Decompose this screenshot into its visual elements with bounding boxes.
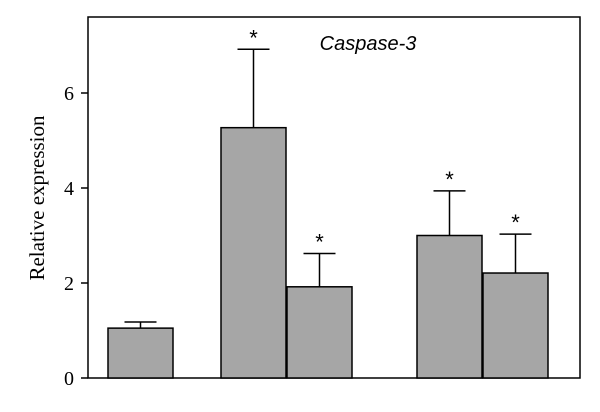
significance-marker: * (511, 210, 520, 235)
y-axis-ticks: 0 2 4 6 (64, 83, 88, 390)
bar (482, 272, 549, 379)
y-tick-label: 0 (64, 368, 74, 390)
y-tick-label: 6 (64, 83, 74, 105)
y-tick-label: 4 (64, 178, 74, 200)
significance-marker: * (315, 230, 324, 255)
bar (286, 286, 353, 379)
significance-marker: * (249, 25, 258, 50)
bar (416, 234, 483, 379)
y-tick-label: 2 (64, 273, 74, 295)
y-axis-title: Relative expression (25, 115, 49, 281)
bar (107, 327, 174, 379)
bars-layer: * * * * (107, 25, 549, 379)
bar (220, 126, 287, 379)
chart-title: Caspase-3 (320, 33, 417, 55)
significance-marker: * (445, 167, 454, 192)
